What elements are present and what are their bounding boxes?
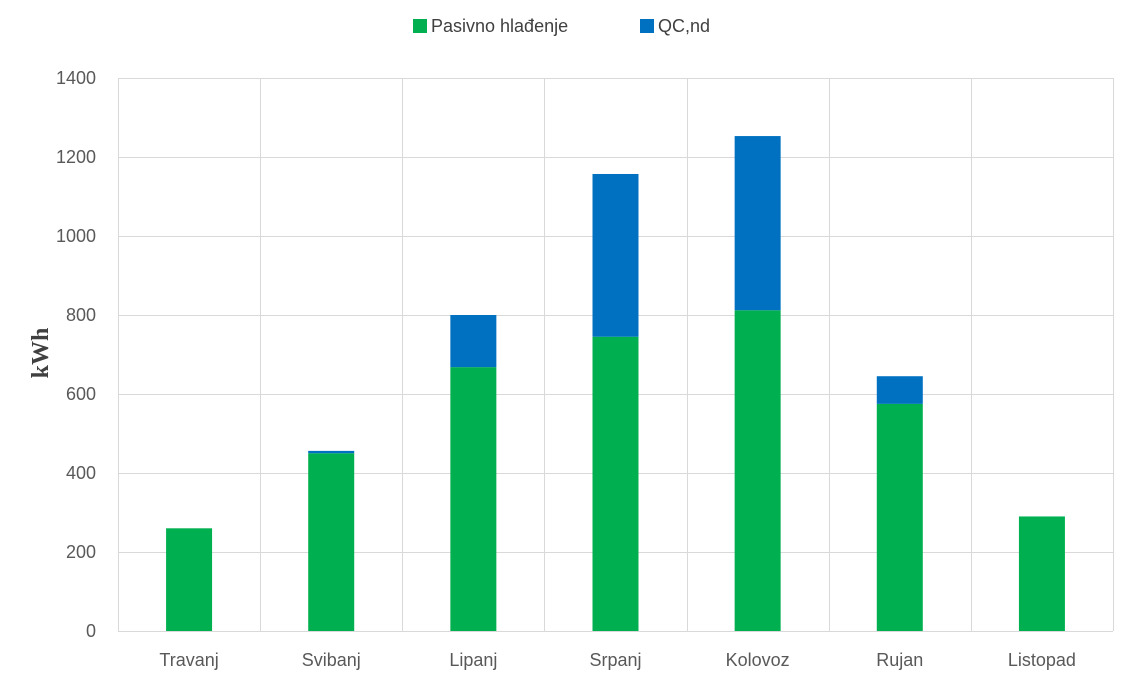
bar-qc-nd-svibanj	[308, 450, 355, 454]
y-tick-label: 200	[66, 542, 96, 562]
bars	[166, 136, 1065, 631]
bar-pasivno-hladenje-srpanj	[592, 336, 639, 631]
x-tick-label-lipanj: Lipanj	[449, 650, 497, 670]
y-tick-label: 1200	[56, 147, 96, 167]
y-tick-label: 1000	[56, 226, 96, 246]
legend-label-qc-nd: QC,nd	[658, 16, 710, 36]
y-tick-label: 0	[86, 621, 96, 641]
y-tick-label: 600	[66, 384, 96, 404]
bar-pasivno-hladenje-rujan	[876, 403, 923, 631]
x-tick-label-srpanj: Srpanj	[589, 650, 641, 670]
y-tick-label: 800	[66, 305, 96, 325]
x-axis-tick-labels: Travanj Svibanj Lipanj Srpanj Kolovoz Rujan Li…	[159, 650, 1076, 670]
y-axis-tick-labels: 0 200 400 600 800 1000 1200 1400	[56, 68, 96, 641]
legend-swatch-qc-nd	[640, 19, 654, 33]
x-tick-label-svibanj: Svibanj	[302, 650, 361, 670]
bar-pasivno-hladenje-kolovoz	[734, 310, 781, 631]
legend-swatch-pasivno-hladenje	[413, 19, 427, 33]
legend-label-pasivno-hladenje: Pasivno hlađenje	[431, 16, 568, 36]
bar-qc-nd-kolovoz	[734, 136, 781, 311]
bar-pasivno-hladenje-lipanj	[450, 367, 497, 631]
bar-pasivno-hladenje-listopad	[1018, 516, 1065, 631]
x-tick-label-kolovoz: Kolovoz	[726, 650, 790, 670]
legend: Pasivno hlađenje QC,nd	[413, 16, 710, 36]
x-tick-label-rujan: Rujan	[876, 650, 923, 670]
y-tick-label: 400	[66, 463, 96, 483]
bar-qc-nd-rujan	[876, 376, 923, 404]
bar-qc-nd-lipanj	[450, 315, 497, 368]
bar-pasivno-hladenje-svibanj	[308, 453, 355, 631]
bar-qc-nd-srpanj	[592, 173, 639, 337]
y-axis-title: kWh	[28, 328, 54, 379]
x-tick-label-listopad: Listopad	[1008, 650, 1076, 670]
y-tick-label: 1400	[56, 68, 96, 88]
bar-pasivno-hladenje-travanj	[166, 528, 213, 631]
x-tick-label-travanj: Travanj	[159, 650, 218, 670]
